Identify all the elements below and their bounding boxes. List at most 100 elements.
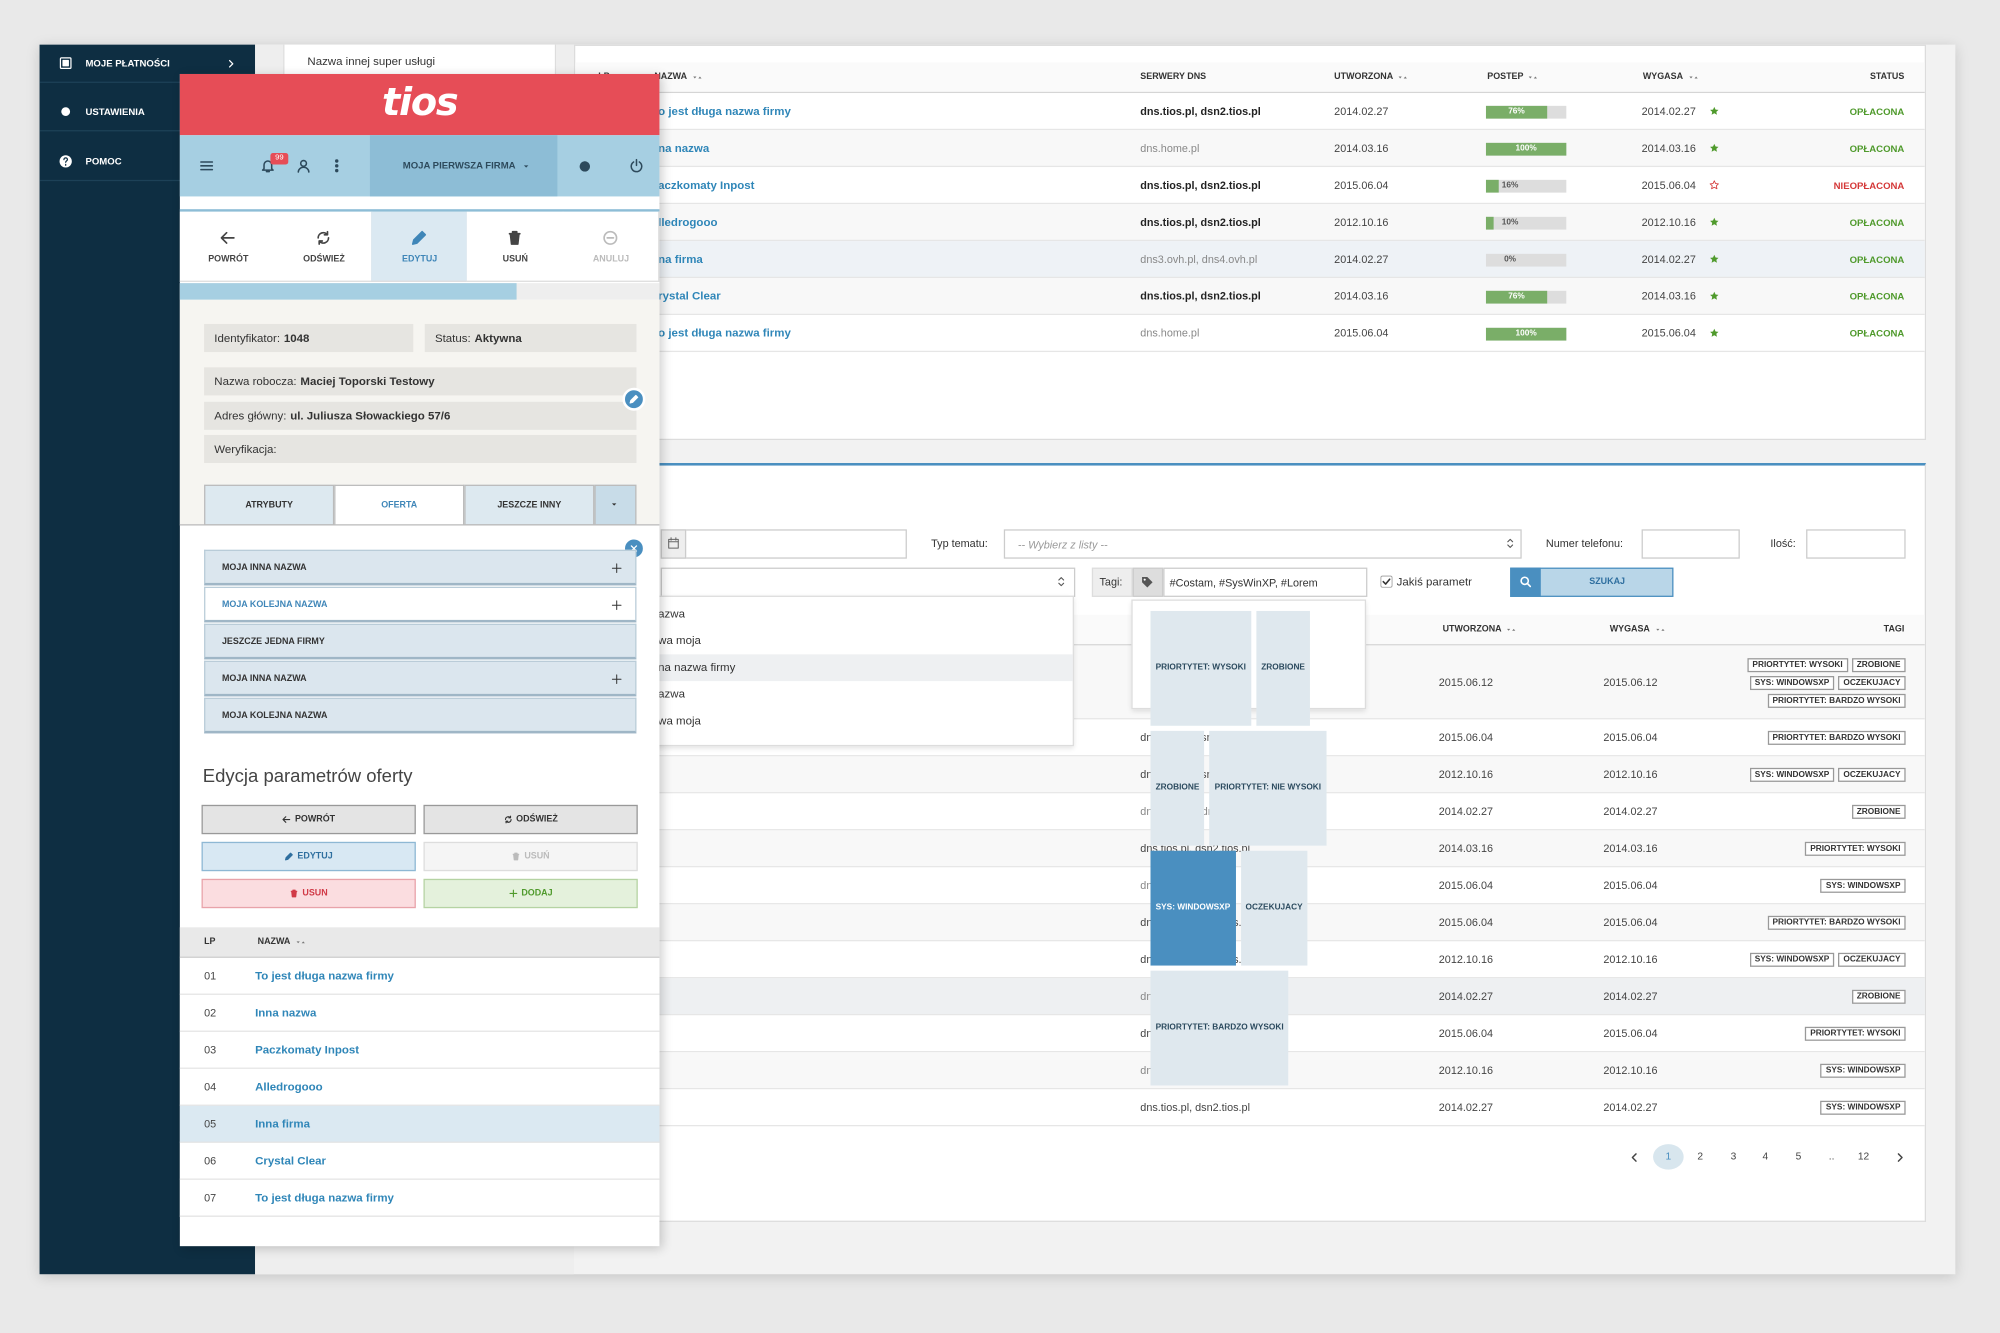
menu-item[interactable]: USTAWIENIA bbox=[39, 93, 256, 132]
tag-option[interactable]: PRIORTYTET: NIE WYSOKI bbox=[1209, 730, 1327, 846]
table-row[interactable]: o jest długa nazwa firmy dns.home.pl 2015.… bbox=[575, 315, 1925, 353]
button-icon bbox=[512, 852, 520, 861]
company-link: Alledrogooo bbox=[255, 1080, 323, 1094]
notifications-button bbox=[261, 160, 274, 173]
field-label: Identyfikator: bbox=[214, 331, 281, 345]
company-link: To jest długa nazwa firmy bbox=[255, 1191, 394, 1205]
form-button[interactable]: ODŚWIEŻ bbox=[423, 804, 638, 835]
tag: SYS: WINDOWSXP bbox=[1749, 767, 1835, 782]
tag-option[interactable]: OCZEKUJACY bbox=[1240, 850, 1308, 966]
tag: SYS: WINDOWSXP bbox=[1749, 675, 1835, 690]
created-date: 2015.06.04 bbox=[1438, 730, 1494, 744]
tag-option[interactable]: PRIORTYTET: WYSOKI bbox=[1150, 610, 1251, 726]
dropdown-item[interactable]: wa moja bbox=[658, 714, 701, 728]
tag: SYS: WINDOWSXP bbox=[1820, 1100, 1906, 1115]
status-star bbox=[1710, 254, 1719, 263]
progress-track: 0% bbox=[1485, 253, 1567, 267]
tag-list: PRIORTYTET: BARDZO WYSOKI bbox=[1717, 904, 1906, 941]
column-header: STATUS bbox=[1869, 72, 1905, 82]
second-select[interactable] bbox=[660, 567, 1076, 597]
accordion-item[interactable]: MOJA INNA NAZWA bbox=[204, 549, 637, 586]
page-link[interactable]: 5 bbox=[1795, 1150, 1802, 1162]
qty-input[interactable] bbox=[1806, 529, 1906, 559]
type-label: Typ tematu: bbox=[931, 536, 988, 550]
company-link: na nazwa bbox=[658, 141, 710, 155]
progress-fill bbox=[1485, 179, 1499, 193]
progress-label: 100% bbox=[1515, 144, 1537, 154]
tag: SYS: WINDOWSXP bbox=[1820, 878, 1906, 893]
company-link: aczkomaty Inpost bbox=[658, 178, 755, 192]
form-button[interactable]: POWRÓT bbox=[201, 804, 416, 835]
list-row[interactable]: 03 Paczkomaty Inpost bbox=[179, 1031, 660, 1069]
list-row[interactable]: 05 Inna firma bbox=[179, 1105, 660, 1143]
button-label: ODŚWIEŻ bbox=[516, 815, 558, 824]
tag-option[interactable]: PRIORTYTET: BARDZO WYSOKI bbox=[1150, 970, 1289, 1086]
service-card[interactable]: Nazwa innej super usługi bbox=[283, 44, 557, 78]
page-link[interactable]: 12 bbox=[1857, 1150, 1870, 1162]
select-arrows bbox=[1507, 538, 1514, 548]
menu-icon bbox=[59, 155, 72, 168]
dropdown-item[interactable]: azwa bbox=[658, 607, 685, 620]
page-link[interactable]: 1 bbox=[1653, 1144, 1684, 1170]
list-row[interactable]: 07 To jest długa nazwa firmy bbox=[179, 1179, 660, 1217]
table-row[interactable]: na nazwa dns.home.pl 2014.03.16 100% 2014.03… bbox=[575, 130, 1925, 168]
accordion-item[interactable]: MOJA KOLEJNA NAZWA bbox=[204, 586, 637, 623]
prev-page bbox=[1631, 1153, 1637, 1162]
menu-item[interactable]: POMOC bbox=[39, 143, 256, 182]
action-button[interactable]: POWRÓT bbox=[179, 211, 277, 282]
status: OPŁACONA bbox=[1849, 327, 1905, 340]
page-link[interactable]: 3 bbox=[1730, 1150, 1737, 1162]
form-button[interactable]: USUN bbox=[201, 878, 416, 909]
action-button[interactable]: EDYTUJ bbox=[371, 211, 469, 282]
tag-option[interactable]: ZROBIONE bbox=[1150, 730, 1205, 846]
page-link[interactable]: 2 bbox=[1697, 1150, 1704, 1162]
table-row[interactable]: rystal Clear dns.tios.pl, dsn2.tios.pl 201… bbox=[575, 278, 1925, 316]
list-row[interactable]: 04 Alledrogooo bbox=[179, 1068, 660, 1106]
menu-button bbox=[200, 161, 214, 171]
date-input[interactable] bbox=[660, 529, 907, 559]
page-link[interactable]: .. bbox=[1828, 1150, 1835, 1162]
phone-input[interactable] bbox=[1641, 529, 1740, 559]
dropdown-item[interactable]: na nazwa firmy bbox=[655, 654, 1073, 682]
column-header: WYGASA bbox=[1609, 624, 1650, 634]
form-button[interactable]: DODAJ bbox=[423, 878, 638, 909]
action-button[interactable]: USUŃ bbox=[466, 211, 564, 282]
form-button[interactable]: EDYTUJ bbox=[201, 841, 416, 872]
action-button[interactable]: ODŚWIEŻ bbox=[275, 211, 373, 282]
tag-option[interactable]: SYS: WINDOWSXP bbox=[1150, 850, 1236, 966]
tab-caret bbox=[611, 503, 617, 506]
dropdown-item[interactable]: azwa bbox=[658, 687, 685, 701]
accordion-item[interactable]: MOJA KOLEJNA NAZWA bbox=[204, 697, 637, 734]
list-row[interactable]: 06 Crystal Clear bbox=[179, 1142, 660, 1180]
accordion-item[interactable]: JESZCZE JEDNA FIRMY bbox=[204, 623, 637, 660]
expires-date: 2014.03.16 bbox=[1641, 141, 1696, 155]
progress-label: 76% bbox=[1508, 292, 1525, 302]
accordion-item[interactable]: MOJA INNA NAZWA bbox=[204, 660, 637, 697]
tag: PRIORTYTET: BARDZO WYSOKI bbox=[1767, 730, 1906, 745]
tab[interactable]: OFERTA bbox=[334, 484, 465, 526]
list-row[interactable]: 01 To jest długa nazwa firmy bbox=[179, 957, 660, 995]
page-link[interactable]: 4 bbox=[1762, 1150, 1769, 1162]
table-row[interactable]: lledrogooo dns.tios.pl, dsn2.tios.pl 2012.… bbox=[575, 204, 1925, 242]
table-card: LPNAZWASERWERY DNSUTWORZONAPOSTEPWYGASAS… bbox=[573, 44, 1927, 441]
tab[interactable]: ATRYBUTY bbox=[204, 484, 335, 526]
tab[interactable]: JESZCZE INNY bbox=[464, 484, 595, 526]
tag-option[interactable]: ZROBIONE bbox=[1256, 610, 1311, 726]
checkbox-label[interactable]: Jakiś parametr bbox=[1396, 575, 1472, 589]
progress-label: 76% bbox=[1508, 107, 1525, 117]
table-row[interactable]: na firma dns3.ovh.pl, dns4.ovh.pl 2014.02.… bbox=[575, 241, 1925, 279]
type-select[interactable]: -- Wybierz z listy -- bbox=[1003, 529, 1522, 559]
menu-item[interactable]: MOJE PŁATNOŚCI bbox=[39, 45, 256, 83]
company-link: o jest długa nazwa firmy bbox=[658, 326, 791, 340]
table-row[interactable]: aczkomaty Inpost dns.tios.pl, dsn2.tios.p… bbox=[575, 167, 1925, 205]
expires-date: 2014.03.16 bbox=[1603, 841, 1658, 855]
tags-input[interactable]: #Costam, #SysWinXP, #Lorem bbox=[1163, 567, 1368, 597]
table-row[interactable]: o jest długa nazwa firmy dns.tios.pl, dsn… bbox=[575, 93, 1925, 131]
list-row[interactable]: 02 Inna nazwa bbox=[179, 994, 660, 1032]
dropdown-item[interactable]: wa moja bbox=[658, 633, 701, 647]
table-row[interactable]: dns.tios.pl, dsn2.tios.pl 2014.02.27 2014.… bbox=[575, 1089, 1925, 1127]
sort-icon bbox=[296, 941, 305, 944]
company-link: To jest długa nazwa firmy bbox=[255, 969, 394, 983]
status-star bbox=[1710, 291, 1719, 300]
